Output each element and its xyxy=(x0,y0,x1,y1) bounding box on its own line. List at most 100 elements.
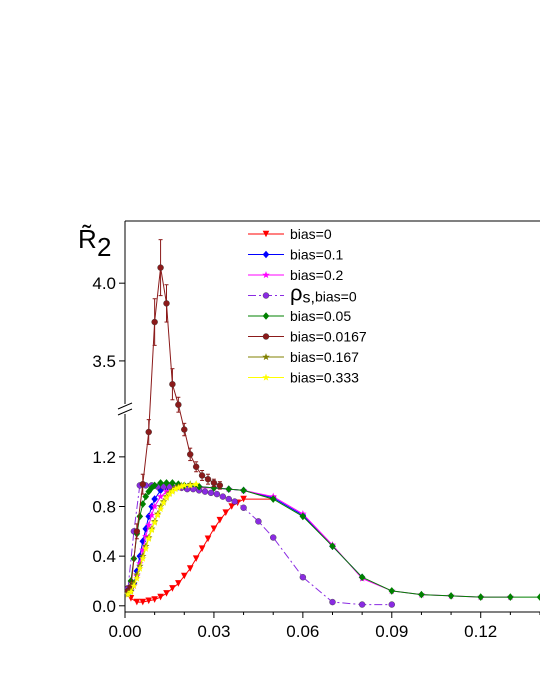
data-point xyxy=(142,525,150,533)
data-point xyxy=(255,518,262,525)
data-point xyxy=(187,451,194,458)
data-point xyxy=(151,495,158,503)
data-point xyxy=(145,534,153,542)
data-point xyxy=(210,525,218,533)
data-point xyxy=(136,564,144,572)
data-point xyxy=(133,574,141,582)
y-tick-label: 4.0 xyxy=(92,274,116,293)
legend-label: ρs,bias=0 xyxy=(290,281,357,307)
data-point xyxy=(142,532,150,540)
data-point xyxy=(207,489,215,497)
data-point xyxy=(151,481,158,490)
y-axis-label: R̃ xyxy=(78,224,97,254)
data-point xyxy=(192,555,200,562)
data-point xyxy=(145,521,153,529)
legend-marker xyxy=(262,312,270,320)
legend-label: bias=0.0167 xyxy=(290,329,367,345)
data-point xyxy=(299,574,307,581)
data-point xyxy=(240,495,247,503)
data-point xyxy=(169,381,176,388)
data-point xyxy=(127,588,135,596)
data-point xyxy=(151,596,158,603)
data-point xyxy=(219,493,227,500)
x-tick-label: 0.06 xyxy=(286,622,319,641)
legend: bias=0 bias=0.1 bias=0.2ρs,bias=0bias=0.05… xyxy=(248,226,367,386)
data-point xyxy=(240,504,247,511)
axis-break-mark xyxy=(117,402,133,410)
data-point xyxy=(163,590,170,597)
data-point xyxy=(186,565,194,572)
legend-label: bias=0.333 xyxy=(290,370,359,386)
data-point xyxy=(142,544,150,552)
legend-marker xyxy=(262,271,270,279)
data-point xyxy=(213,490,221,498)
data-point xyxy=(358,573,366,582)
data-point xyxy=(124,590,132,598)
data-point xyxy=(192,480,200,488)
legend-marker xyxy=(262,353,270,361)
y-tick-label: 1.2 xyxy=(92,448,116,467)
data-point xyxy=(145,428,152,436)
data-point xyxy=(136,512,144,521)
data-point xyxy=(299,512,307,521)
data-point xyxy=(210,479,218,487)
data-point xyxy=(204,475,212,483)
data-point xyxy=(157,593,164,601)
data-point xyxy=(156,505,165,513)
y-axis-label-subscript: 2 xyxy=(97,232,111,262)
legend-marker xyxy=(262,373,270,381)
data-point xyxy=(150,502,159,510)
data-point xyxy=(180,481,188,489)
data-point xyxy=(231,498,238,505)
data-point xyxy=(204,535,212,543)
legend-label: bias=0 xyxy=(290,226,332,242)
data-point xyxy=(225,495,232,503)
data-point xyxy=(163,479,170,487)
legend-label: bias=0.167 xyxy=(290,349,359,365)
x-tick-label: 0.09 xyxy=(375,622,408,641)
series-layer xyxy=(124,239,540,608)
data-point xyxy=(139,546,147,554)
data-point xyxy=(329,542,336,551)
data-point xyxy=(148,484,155,492)
data-point xyxy=(192,463,200,470)
series-7 xyxy=(124,480,200,598)
data-point xyxy=(145,597,153,605)
series-line xyxy=(127,484,392,606)
data-point xyxy=(139,500,147,508)
data-point xyxy=(157,479,164,487)
axis-break-mark xyxy=(117,408,133,416)
series-2 xyxy=(124,483,515,601)
data-point xyxy=(139,598,147,606)
axes: 0.00 0.03 0.06 0.09 0.12 0.0 0.4 0.8 1.2 3.5 4.0 xyxy=(92,220,540,641)
data-point xyxy=(156,492,165,500)
data-point xyxy=(151,318,158,326)
data-point xyxy=(159,498,168,506)
data-point xyxy=(198,545,206,552)
data-point xyxy=(168,487,177,495)
data-point xyxy=(139,480,146,488)
data-point xyxy=(175,580,182,587)
x-tick-label: 0.12 xyxy=(464,622,497,641)
data-point xyxy=(145,487,153,496)
data-point xyxy=(180,572,188,580)
data-point xyxy=(169,479,176,487)
data-point xyxy=(536,593,540,601)
x-tick-label: 0.03 xyxy=(197,622,230,641)
data-point xyxy=(153,511,162,519)
legend-label: bias=0.1 xyxy=(290,247,344,263)
data-point xyxy=(139,554,147,562)
series-line xyxy=(127,482,540,598)
data-point xyxy=(133,598,141,606)
data-point xyxy=(201,488,209,495)
data-point xyxy=(222,509,230,517)
legend-marker xyxy=(262,333,270,340)
data-point xyxy=(139,537,147,546)
data-point xyxy=(163,300,170,307)
data-point xyxy=(418,590,425,599)
legend-label: bias=0.05 xyxy=(290,308,351,324)
data-point xyxy=(198,472,206,479)
data-point xyxy=(162,493,171,501)
data-point xyxy=(174,483,183,492)
data-point xyxy=(165,490,174,498)
